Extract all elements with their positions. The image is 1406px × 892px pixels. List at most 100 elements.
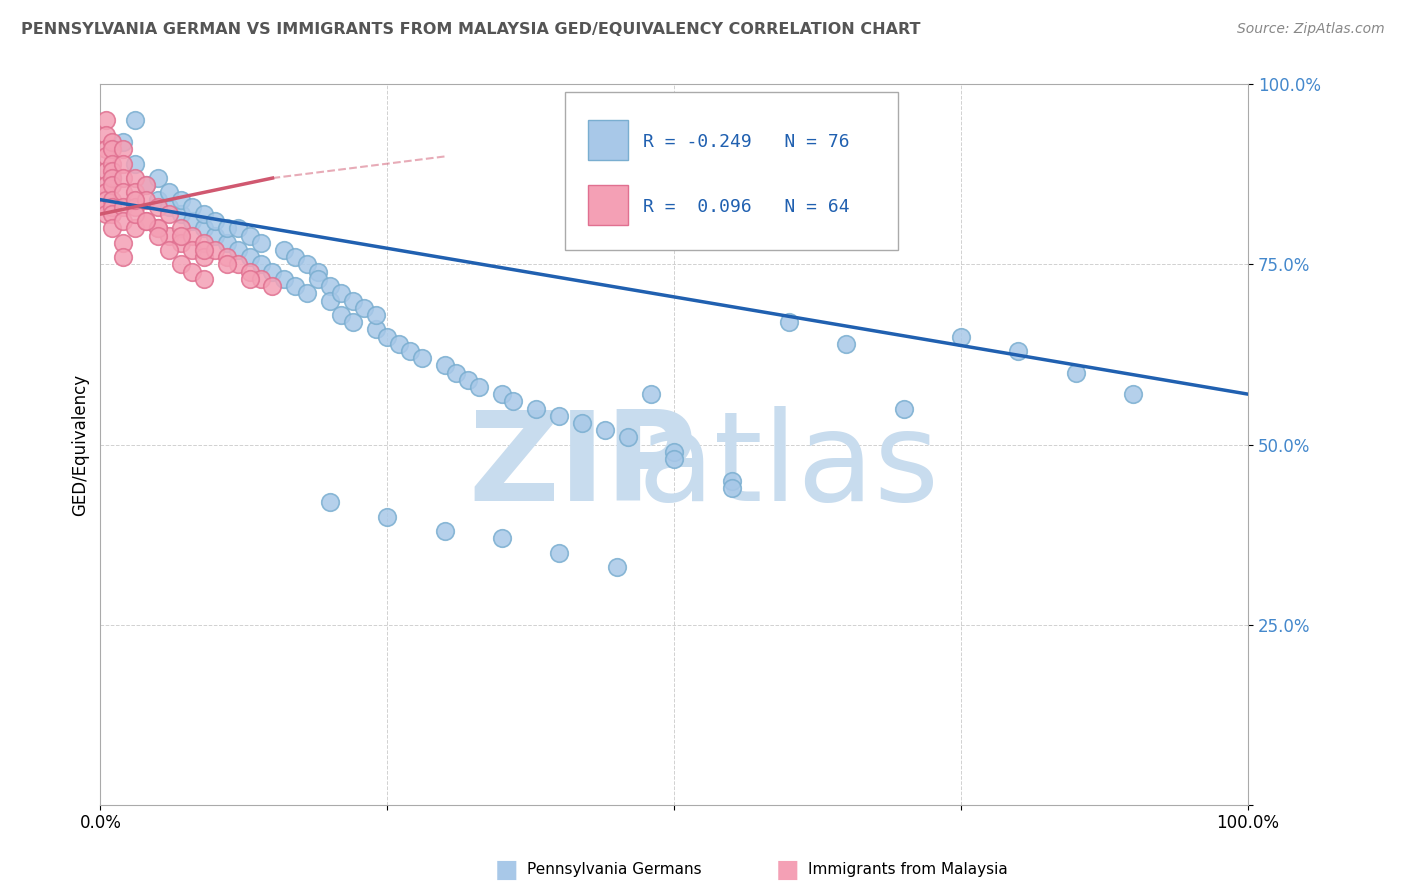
- Point: [319, 495, 342, 509]
- Point: [662, 452, 685, 467]
- Point: [135, 214, 157, 228]
- Point: [181, 200, 204, 214]
- Point: [662, 444, 685, 458]
- Point: [135, 178, 157, 193]
- Point: [135, 214, 157, 228]
- Text: Pennsylvania Germans: Pennsylvania Germans: [527, 863, 702, 877]
- Point: [295, 286, 318, 301]
- Point: [94, 128, 117, 142]
- Point: [170, 193, 193, 207]
- Point: [502, 394, 524, 409]
- Point: [353, 301, 375, 315]
- Point: [124, 113, 146, 128]
- Point: [146, 171, 169, 186]
- Point: [606, 560, 628, 574]
- Point: [94, 113, 117, 128]
- Point: [157, 228, 180, 243]
- Point: [319, 279, 342, 293]
- Point: [157, 207, 180, 221]
- Point: [548, 409, 571, 423]
- Point: [135, 178, 157, 193]
- Point: [215, 221, 238, 235]
- Text: ■: ■: [495, 858, 517, 881]
- Point: [170, 207, 193, 221]
- Point: [101, 221, 124, 235]
- Point: [444, 366, 467, 380]
- Point: [319, 293, 342, 308]
- Point: [284, 250, 307, 264]
- Point: [94, 178, 117, 193]
- Point: [170, 228, 193, 243]
- Point: [273, 272, 295, 286]
- Point: [101, 156, 124, 170]
- Text: PENNSYLVANIA GERMAN VS IMMIGRANTS FROM MALAYSIA GED/EQUIVALENCY CORRELATION CHAR: PENNSYLVANIA GERMAN VS IMMIGRANTS FROM M…: [21, 22, 921, 37]
- Point: [330, 308, 353, 322]
- Point: [170, 221, 193, 235]
- Bar: [588, 186, 628, 225]
- Point: [226, 243, 249, 257]
- Point: [330, 286, 353, 301]
- Y-axis label: GED/Equivalency: GED/Equivalency: [72, 374, 89, 516]
- Point: [433, 524, 456, 538]
- Point: [548, 546, 571, 560]
- Point: [101, 200, 124, 214]
- Point: [640, 387, 662, 401]
- Point: [193, 272, 215, 286]
- Point: [491, 531, 513, 545]
- Point: [1007, 343, 1029, 358]
- Point: [617, 430, 640, 444]
- Point: [342, 315, 364, 329]
- Text: atlas: atlas: [638, 406, 941, 526]
- Point: [238, 265, 260, 279]
- Point: [284, 279, 307, 293]
- Point: [135, 193, 157, 207]
- Point: [181, 265, 204, 279]
- Point: [112, 235, 135, 250]
- Point: [124, 207, 146, 221]
- Point: [94, 142, 117, 156]
- Point: [342, 293, 364, 308]
- Point: [262, 265, 284, 279]
- Point: [193, 243, 215, 257]
- Point: [950, 329, 973, 343]
- Point: [170, 258, 193, 272]
- Point: [375, 509, 398, 524]
- Point: [94, 186, 117, 200]
- Point: [1122, 387, 1144, 401]
- Text: R =  0.096   N = 64: R = 0.096 N = 64: [643, 198, 849, 216]
- Point: [94, 207, 117, 221]
- Point: [124, 186, 146, 200]
- FancyBboxPatch shape: [565, 92, 898, 250]
- Point: [411, 351, 433, 365]
- Point: [778, 315, 800, 329]
- Point: [273, 243, 295, 257]
- Point: [112, 135, 135, 149]
- Point: [295, 258, 318, 272]
- Point: [157, 186, 180, 200]
- Text: R = -0.249   N = 76: R = -0.249 N = 76: [643, 133, 849, 151]
- Point: [124, 156, 146, 170]
- Point: [170, 235, 193, 250]
- Point: [720, 474, 742, 488]
- Point: [364, 322, 387, 336]
- Point: [193, 207, 215, 221]
- Point: [181, 228, 204, 243]
- Point: [307, 272, 329, 286]
- Point: [526, 401, 548, 416]
- Point: [146, 200, 169, 214]
- Point: [457, 373, 479, 387]
- Text: Immigrants from Malaysia: Immigrants from Malaysia: [808, 863, 1008, 877]
- Point: [720, 481, 742, 495]
- Point: [101, 178, 124, 193]
- Point: [193, 250, 215, 264]
- Point: [146, 221, 169, 235]
- Point: [112, 200, 135, 214]
- Point: [94, 200, 117, 214]
- Point: [571, 416, 593, 430]
- Point: [101, 207, 124, 221]
- Point: [124, 221, 146, 235]
- Point: [181, 243, 204, 257]
- Point: [388, 336, 411, 351]
- Point: [101, 142, 124, 156]
- Point: [204, 214, 226, 228]
